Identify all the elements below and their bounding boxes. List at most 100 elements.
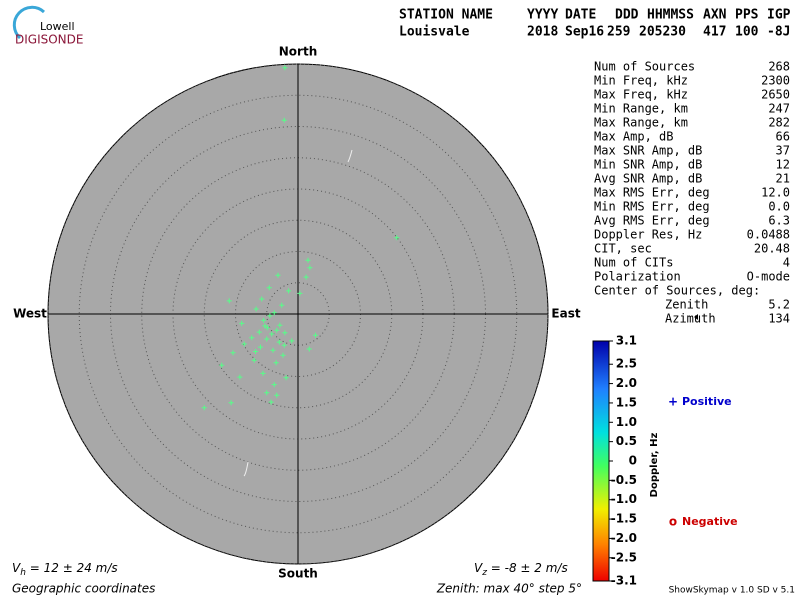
center-title: Center of Sources, deg: — [594, 284, 760, 298]
stat-value: 0.0 — [768, 200, 790, 214]
source-point — [261, 317, 267, 323]
header-column: HHMMSS — [647, 8, 694, 23]
stat-value: 12 — [776, 158, 790, 172]
stat-label: Doppler Res, Hz — [594, 228, 702, 242]
logo-bottom: DIGISONDE — [15, 33, 83, 47]
header-value: 205230 — [639, 25, 686, 40]
center-label: Zenith — [665, 298, 708, 312]
source-point — [274, 327, 280, 333]
source-point — [275, 272, 281, 278]
source-point — [258, 344, 263, 350]
stat-value: 2650 — [761, 88, 790, 102]
stat-label: Avg RMS Err, deg — [594, 214, 710, 228]
source-point — [307, 265, 313, 271]
direction-south: South — [278, 567, 318, 581]
source-point — [264, 325, 270, 331]
stat-label: Max SNR Amp, dB — [594, 144, 702, 158]
colorbar-tick-label: 2.5 — [616, 357, 637, 371]
source-point — [306, 346, 312, 352]
colorbar-tick-label: -2.0 — [611, 531, 637, 545]
colorbar-tick-label: 1.0 — [616, 415, 637, 429]
colorbar-tick-label: -3.1 — [611, 574, 637, 588]
source-point — [260, 370, 266, 376]
colorbar — [592, 340, 610, 582]
source-point — [249, 335, 255, 341]
velocity-symbol: V — [474, 561, 483, 575]
source-point — [251, 357, 257, 363]
legend-symbol: o — [669, 515, 677, 529]
source-point — [276, 339, 282, 345]
center-value: 134 — [768, 312, 790, 326]
header-column: YYYY — [527, 8, 558, 23]
version-note: ShowSkymap v 1.0 SD v 5.1 — [669, 586, 795, 596]
header-column: IGP — [767, 8, 791, 23]
source-point — [253, 349, 258, 354]
source-point — [253, 306, 259, 312]
stat-value: 21 — [776, 172, 790, 186]
stat-label: Max Range, km — [594, 116, 688, 130]
direction-north: North — [279, 45, 317, 59]
velocity-vz: Vz = -8 ± 2 m/s — [474, 561, 568, 578]
direction-east: East — [551, 307, 580, 321]
source-point — [303, 274, 309, 280]
source-point — [279, 302, 285, 308]
source-point — [201, 405, 207, 411]
source-point — [237, 374, 243, 380]
stat-value: O-mode — [747, 270, 790, 284]
zenith-note: Zenith: max 40° step 5° — [436, 582, 582, 596]
source-point — [283, 375, 289, 381]
velocity-vh: Vh = 12 ± 24 m/s — [12, 561, 118, 578]
velocity-sub: z — [481, 568, 487, 578]
source-point — [267, 313, 273, 319]
stat-label: CIT, sec — [594, 242, 652, 256]
direction-west: West — [13, 307, 47, 321]
artifact — [347, 149, 353, 163]
source-point — [256, 329, 262, 335]
header-value: Sep16 — [565, 25, 604, 40]
source-point — [259, 296, 265, 302]
stat-label: Avg SNR Amp, dB — [594, 172, 702, 186]
stat-value: 0.0488 — [747, 228, 790, 242]
source-point — [241, 341, 247, 347]
header-column: STATION NAME — [399, 8, 493, 23]
source-point — [239, 320, 245, 326]
legend-label: Negative — [682, 515, 738, 528]
artifact — [243, 461, 249, 477]
header-column: AXN — [703, 8, 727, 23]
center-label: Azimuth — [665, 312, 716, 326]
colorbar-tick-label: 0.5 — [616, 434, 637, 448]
source-point — [282, 65, 288, 71]
source-point — [394, 235, 400, 241]
source-point — [289, 338, 295, 344]
colorbar-tick-label: 1.5 — [616, 395, 637, 409]
colorbar-label: Doppler, Hz — [649, 433, 660, 498]
source-point — [266, 285, 272, 291]
stat-value: 12.0 — [761, 186, 790, 200]
colorbar-tick-label: 2.0 — [616, 376, 637, 390]
source-point — [305, 257, 311, 263]
stat-label: Max Freq, kHz — [594, 88, 688, 102]
header-column: DATE — [565, 8, 596, 23]
stat-value: 66 — [776, 130, 790, 144]
coords-note: Geographic coordinates — [12, 582, 155, 596]
source-point — [297, 290, 303, 296]
header-value: 100 — [735, 25, 759, 40]
colorbar-tick-label: -1.0 — [611, 492, 637, 506]
source-point — [230, 350, 236, 356]
stat-value: 6.3 — [768, 214, 790, 228]
stat-label: Num of Sources — [594, 60, 695, 74]
velocity-text: = -8 ± 2 m/s — [487, 561, 568, 575]
stat-value: 4 — [783, 256, 790, 270]
source-point — [280, 352, 286, 358]
logo-top: Lowell — [40, 20, 75, 33]
stat-label: Min RMS Err, deg — [594, 200, 710, 214]
source-point — [219, 362, 225, 368]
source-point — [274, 392, 280, 398]
velocity-sub: h — [20, 568, 26, 578]
header-column: PPS — [735, 8, 759, 23]
source-point — [286, 288, 292, 294]
source-point — [269, 331, 275, 337]
header-value: -8J — [767, 25, 790, 40]
colorbar-tick-label: -2.5 — [611, 550, 637, 564]
